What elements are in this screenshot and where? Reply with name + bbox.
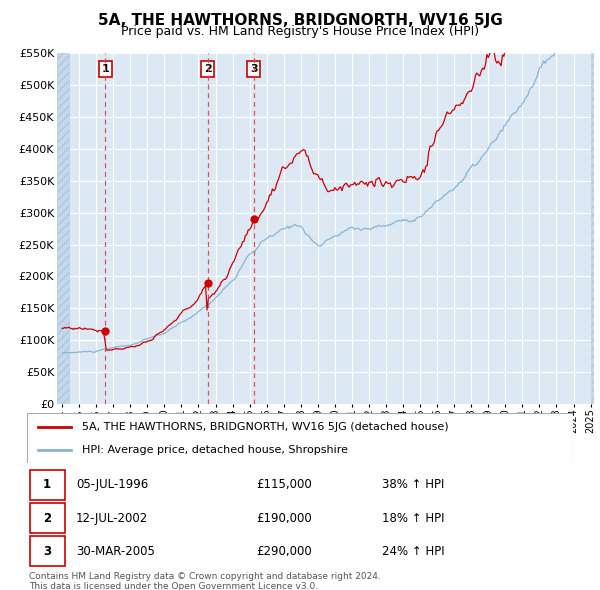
Text: Contains HM Land Registry data © Crown copyright and database right 2024.: Contains HM Land Registry data © Crown c… <box>29 572 380 581</box>
Text: 2: 2 <box>43 512 51 525</box>
Text: 3: 3 <box>43 545 51 558</box>
Text: HPI: Average price, detached house, Shropshire: HPI: Average price, detached house, Shro… <box>82 445 347 455</box>
Text: £190,000: £190,000 <box>256 512 312 525</box>
Text: 12-JUL-2002: 12-JUL-2002 <box>76 512 148 525</box>
Bar <box>30 536 65 566</box>
Text: 3: 3 <box>250 64 257 74</box>
Text: 24% ↑ HPI: 24% ↑ HPI <box>382 545 445 558</box>
Bar <box>57 53 69 404</box>
Text: £115,000: £115,000 <box>256 478 312 491</box>
Text: 05-JUL-1996: 05-JUL-1996 <box>76 478 148 491</box>
Text: 30-MAR-2005: 30-MAR-2005 <box>76 545 155 558</box>
Bar <box>30 503 65 533</box>
Text: 1: 1 <box>101 64 109 74</box>
Text: 18% ↑ HPI: 18% ↑ HPI <box>382 512 445 525</box>
Text: 5A, THE HAWTHORNS, BRIDGNORTH, WV16 5JG: 5A, THE HAWTHORNS, BRIDGNORTH, WV16 5JG <box>98 13 502 28</box>
Text: This data is licensed under the Open Government Licence v3.0.: This data is licensed under the Open Gov… <box>29 582 318 590</box>
Text: 38% ↑ HPI: 38% ↑ HPI <box>382 478 444 491</box>
Text: 5A, THE HAWTHORNS, BRIDGNORTH, WV16 5JG (detached house): 5A, THE HAWTHORNS, BRIDGNORTH, WV16 5JG … <box>82 421 448 431</box>
Text: 1: 1 <box>43 478 51 491</box>
Bar <box>30 470 65 500</box>
Text: £290,000: £290,000 <box>256 545 312 558</box>
Bar <box>590 53 594 404</box>
Text: Price paid vs. HM Land Registry's House Price Index (HPI): Price paid vs. HM Land Registry's House … <box>121 25 479 38</box>
Text: 2: 2 <box>203 64 211 74</box>
